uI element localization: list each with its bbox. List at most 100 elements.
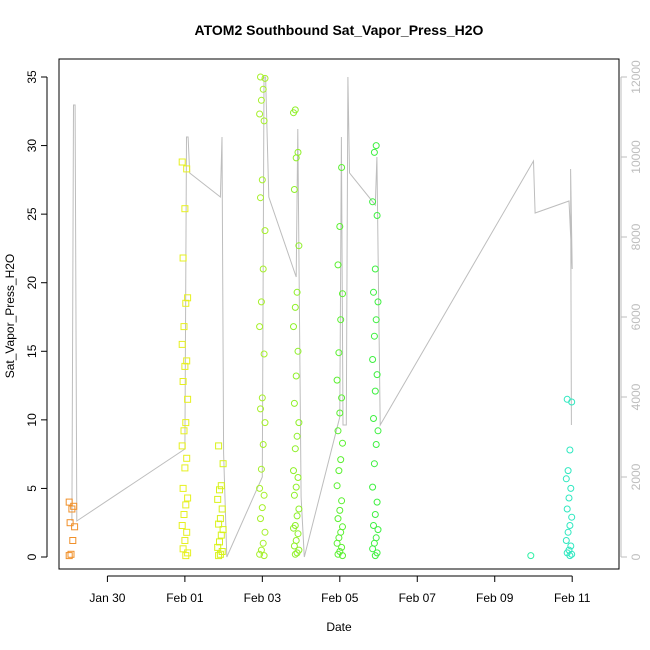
data-point <box>183 357 191 365</box>
data-point <box>374 427 382 435</box>
data-point <box>181 537 189 544</box>
data-point <box>259 539 267 547</box>
data-point <box>370 415 377 422</box>
data-point <box>372 142 380 150</box>
y2-tick-label: 6000 <box>629 303 643 330</box>
data-point <box>184 395 192 403</box>
data-point <box>335 467 343 475</box>
y-tick-label: 5 <box>25 485 39 492</box>
data-point <box>339 290 346 298</box>
data-point <box>259 265 267 273</box>
data-point <box>257 194 264 202</box>
data-point <box>527 552 535 560</box>
data-point <box>372 316 380 324</box>
data-point <box>184 494 192 502</box>
data-point <box>67 550 75 558</box>
data-point <box>260 350 268 358</box>
y-axis-label: Sat_Vapor_Press_H2O <box>3 254 17 379</box>
data-point <box>257 465 265 473</box>
y-tick-label: 25 <box>25 207 39 221</box>
data-point <box>179 545 187 553</box>
data-point <box>295 546 303 554</box>
data-point <box>371 265 379 273</box>
data-point <box>183 165 191 173</box>
y-tick-label: 35 <box>25 70 39 84</box>
data-point <box>261 227 269 235</box>
data-point <box>294 148 302 156</box>
data-point <box>338 543 346 551</box>
data-point <box>65 552 73 560</box>
y2-tick-label: 0 <box>629 553 643 560</box>
secondary-series-layer <box>71 76 573 558</box>
data-point <box>257 515 264 523</box>
data-point <box>373 212 381 219</box>
data-point <box>180 511 188 518</box>
data-point <box>567 484 575 492</box>
data-point <box>181 464 189 472</box>
data-point <box>257 298 265 306</box>
data-point <box>335 349 343 357</box>
x-tick-label: Feb 09 <box>476 591 514 605</box>
x-tick-label: Feb 05 <box>321 591 359 605</box>
data-point <box>291 445 299 453</box>
data-point <box>295 242 303 250</box>
data-point <box>256 323 264 331</box>
data-point <box>179 378 187 385</box>
data-point <box>334 427 342 435</box>
data-point <box>258 394 266 402</box>
data-point <box>295 419 303 427</box>
data-point <box>292 483 300 491</box>
y2-tick-label: 10000 <box>629 140 643 174</box>
data-point <box>257 73 264 81</box>
data-point <box>374 298 382 306</box>
data-point <box>293 512 301 520</box>
data-point <box>338 497 346 505</box>
data-point <box>178 340 186 348</box>
data-point <box>338 164 346 171</box>
data-point <box>370 460 378 468</box>
data-point <box>69 537 77 544</box>
data-point <box>216 538 223 546</box>
data-point <box>180 323 188 331</box>
data-point <box>568 513 576 521</box>
data-point <box>219 460 227 468</box>
data-point <box>184 294 192 302</box>
data-point <box>564 467 572 475</box>
x-axis-label: Date <box>326 620 352 634</box>
y-tick-label: 0 <box>25 553 39 560</box>
y2-tick-label: 2000 <box>629 463 643 490</box>
data-point <box>374 526 382 534</box>
data-point <box>371 387 379 395</box>
data-point <box>336 409 344 417</box>
plot-frame <box>58 58 620 570</box>
data-point <box>217 482 225 490</box>
data-point <box>256 110 264 118</box>
data-point <box>373 498 381 506</box>
x-tick-label: Feb 03 <box>244 591 282 605</box>
data-point <box>294 530 302 538</box>
data-point <box>65 498 73 506</box>
data-point <box>259 85 267 93</box>
data-point <box>334 261 342 269</box>
data-point <box>333 376 341 384</box>
y2-tick-label: 12000 <box>629 60 643 94</box>
x-tick-label: Feb 01 <box>166 591 204 605</box>
data-point <box>290 186 298 193</box>
chart-title: ATOM2 Southbound Sat_Vapor_Press_H2O <box>195 22 484 38</box>
data-points-layer <box>65 73 576 560</box>
data-point <box>336 223 344 230</box>
data-point <box>257 96 265 104</box>
data-point <box>260 117 268 125</box>
axes-layer: 0 5 10 15 20 25 30 35 Jan 30 Feb 01 Feb 03 Feb 05 Fe… <box>25 60 643 605</box>
data-point <box>369 483 377 491</box>
data-point <box>260 552 268 560</box>
data-point <box>373 371 381 379</box>
data-point <box>215 552 223 560</box>
data-point <box>218 548 226 555</box>
data-point <box>563 505 571 513</box>
data-point <box>291 303 299 311</box>
y-tick-label: 30 <box>25 139 39 153</box>
data-point <box>369 356 377 363</box>
y-tick-label: 15 <box>25 344 39 358</box>
data-point <box>182 501 190 509</box>
